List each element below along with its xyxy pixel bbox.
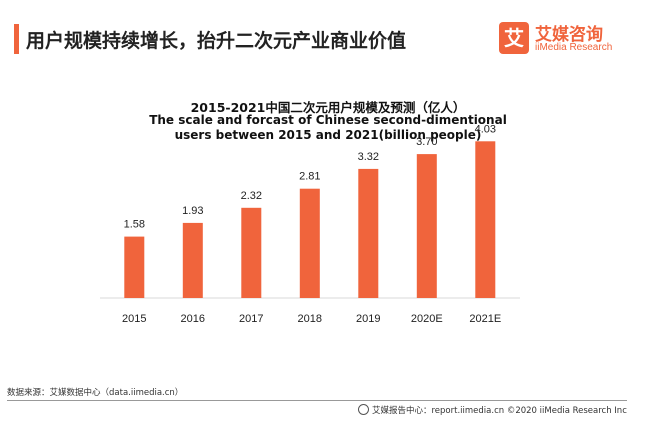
bar-2017 xyxy=(241,207,262,298)
chart-subtitle-line1: The scale and forcast of Chinese second-… xyxy=(149,113,507,127)
logo-name-cn: 艾媒咨询 xyxy=(535,25,603,45)
page-title: 用户规模持续增长，抬升二次元产业商业价值 xyxy=(26,30,407,52)
data-label-2020E: 3.70 xyxy=(416,136,437,148)
chart-title: 2015-2021中国二次元用户规模及预测（亿人） xyxy=(190,100,466,115)
chart-subtitle-line2: users between 2015 and 2021(billion peop… xyxy=(174,128,482,142)
x-tick-label-2016: 2016 xyxy=(181,313,205,325)
x-tick-label-2018: 2018 xyxy=(298,313,322,325)
data-label-2019: 3.32 xyxy=(358,151,379,163)
logo-mark-icon: 艾 xyxy=(499,22,529,54)
data-label-2015: 1.58 xyxy=(124,219,145,231)
x-tick-label-2020E: 2020E xyxy=(411,313,443,325)
bar-2019 xyxy=(358,168,379,298)
title-accent-bar xyxy=(14,24,19,54)
report-center-icon xyxy=(358,404,369,415)
data-label-2021E: 4.03 xyxy=(475,123,496,135)
data-label-2018: 2.81 xyxy=(299,171,320,183)
bar-2016 xyxy=(182,222,203,298)
bar-2021E xyxy=(475,141,496,298)
brand-logo: 艾 艾媒咨询 iiMedia Research xyxy=(499,20,644,60)
data-label-2016: 1.93 xyxy=(182,205,203,217)
footer-divider xyxy=(7,400,627,401)
logo-name-en: iiMedia Research xyxy=(535,42,613,53)
x-tick-label-2015: 2015 xyxy=(122,313,146,325)
data-source-note: 数据来源：艾媒数据中心（data.iimedia.cn） xyxy=(7,388,184,398)
footer-copyright-text: 艾媒报告中心：report.iimedia.cn ©2020 iiMedia R… xyxy=(372,406,627,416)
x-tick-label-2021E: 2021E xyxy=(469,313,501,325)
footer-copyright: 艾媒报告中心：report.iimedia.cn ©2020 iiMedia R… xyxy=(358,404,627,416)
bar-2015 xyxy=(124,236,145,298)
x-tick-label-2017: 2017 xyxy=(239,313,263,325)
x-tick-label-2019: 2019 xyxy=(356,313,380,325)
bar-2020E xyxy=(416,154,437,298)
bar-2018 xyxy=(299,188,320,298)
data-label-2017: 2.32 xyxy=(241,190,262,202)
